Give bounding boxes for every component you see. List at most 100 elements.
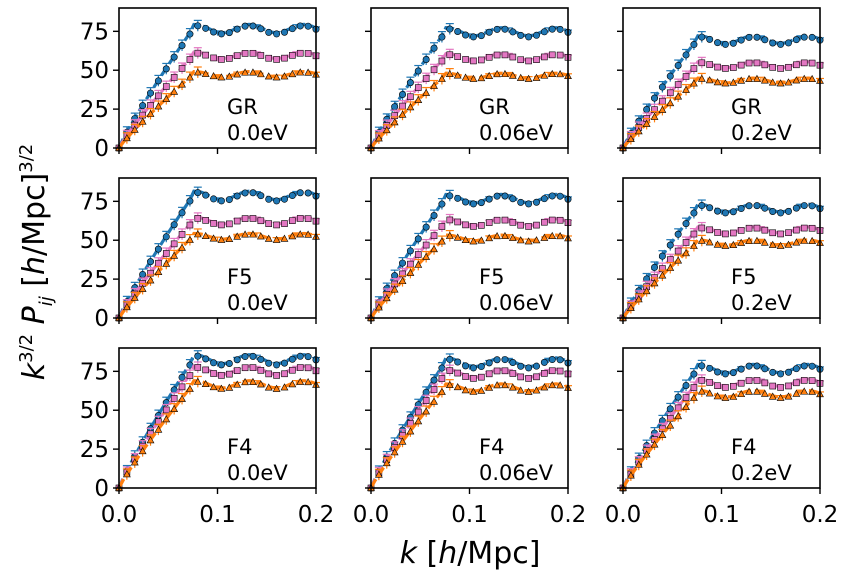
data-point [698, 376, 706, 384]
data-point [690, 79, 698, 87]
data-point [493, 367, 501, 375]
data-point [737, 365, 745, 373]
data-point [273, 30, 281, 38]
data-point [407, 260, 414, 268]
panel-mass-label: 0.2eV [731, 461, 792, 485]
data-point [155, 259, 162, 267]
panel-gr-0p06eV: GR0.06eV [365, 7, 572, 154]
data-point [210, 28, 218, 36]
data-point [533, 56, 540, 63]
data-point [713, 240, 722, 248]
data-point [753, 224, 761, 232]
data-point [525, 33, 533, 41]
y-tick-label: 75 [80, 359, 109, 385]
data-point [154, 77, 162, 85]
data-point [485, 28, 493, 36]
data-point [713, 392, 722, 400]
data-point [524, 237, 533, 245]
panel-model-label: F5 [479, 265, 504, 289]
data-point [194, 215, 202, 222]
data-point [154, 267, 163, 275]
y-tick-label: 25 [80, 97, 109, 123]
data-point [264, 72, 273, 80]
data-point [233, 52, 241, 60]
data-point [643, 106, 651, 114]
data-point [737, 227, 745, 234]
data-point [674, 92, 683, 100]
data-point [705, 389, 714, 397]
data-point [477, 199, 485, 207]
data-point [682, 73, 690, 80]
data-point [659, 97, 666, 105]
data-point [241, 230, 249, 238]
data-point [273, 56, 280, 63]
data-point [186, 197, 194, 205]
data-point [178, 231, 186, 238]
data-point [634, 460, 643, 468]
data-point [438, 33, 446, 41]
y-tick-label: 0 [94, 136, 109, 162]
panel-mass-label: 0.0eV [227, 461, 288, 485]
data-point [178, 65, 186, 72]
data-point [501, 69, 509, 78]
data-point [225, 29, 233, 37]
data-point [304, 215, 312, 222]
data-point [272, 384, 281, 392]
panel-grid: 0255075GR0.0eVGR0.06eVGR0.2eV0255075F50.… [80, 7, 838, 528]
data-point [753, 362, 761, 370]
x-tick-label: 0.1 [199, 502, 236, 528]
data-point [697, 74, 706, 82]
data-point [556, 25, 564, 33]
data-point [398, 437, 407, 445]
data-point [170, 74, 178, 81]
data-point [202, 191, 210, 199]
data-point [626, 471, 635, 479]
data-point [485, 359, 493, 367]
data-point [501, 51, 509, 59]
data-point [516, 73, 525, 81]
data-point [241, 68, 249, 76]
data-point [226, 370, 233, 378]
data-point [793, 61, 800, 69]
series-line [117, 379, 317, 489]
data-point [391, 272, 399, 280]
data-point [690, 370, 698, 378]
data-point [777, 209, 785, 217]
data-point [508, 383, 517, 391]
data-point [178, 209, 186, 217]
data-point [745, 387, 753, 395]
data-point [658, 105, 667, 113]
panel-model-label: GR [731, 95, 762, 119]
data-point [249, 68, 257, 76]
data-point [737, 205, 745, 213]
data-point [706, 379, 713, 386]
data-point [761, 204, 769, 212]
data-point [682, 394, 690, 401]
panel-mass-label: 0.0eV [227, 121, 288, 145]
data-point [233, 356, 241, 364]
data-point [281, 370, 288, 378]
data-point [477, 236, 486, 244]
data-point [139, 270, 147, 278]
data-point [288, 25, 296, 33]
data-point [745, 74, 753, 82]
data-point [674, 256, 683, 264]
data-point [800, 33, 808, 41]
data-point [525, 57, 532, 65]
data-point [178, 42, 186, 50]
panel-f5-0p06eV: F50.06eV [365, 177, 572, 324]
panel-mass-label: 0.0eV [227, 291, 288, 315]
data-point [138, 284, 147, 292]
data-point [808, 202, 816, 210]
panel-model-label: F4 [731, 435, 756, 459]
data-point [438, 223, 446, 230]
data-point [296, 352, 304, 360]
data-point [406, 103, 415, 111]
data-point [398, 276, 407, 285]
data-point [446, 367, 454, 374]
data-point [784, 368, 792, 376]
data-point [721, 40, 729, 48]
data-point [682, 402, 690, 410]
data-point [454, 369, 461, 377]
data-point [241, 215, 249, 222]
